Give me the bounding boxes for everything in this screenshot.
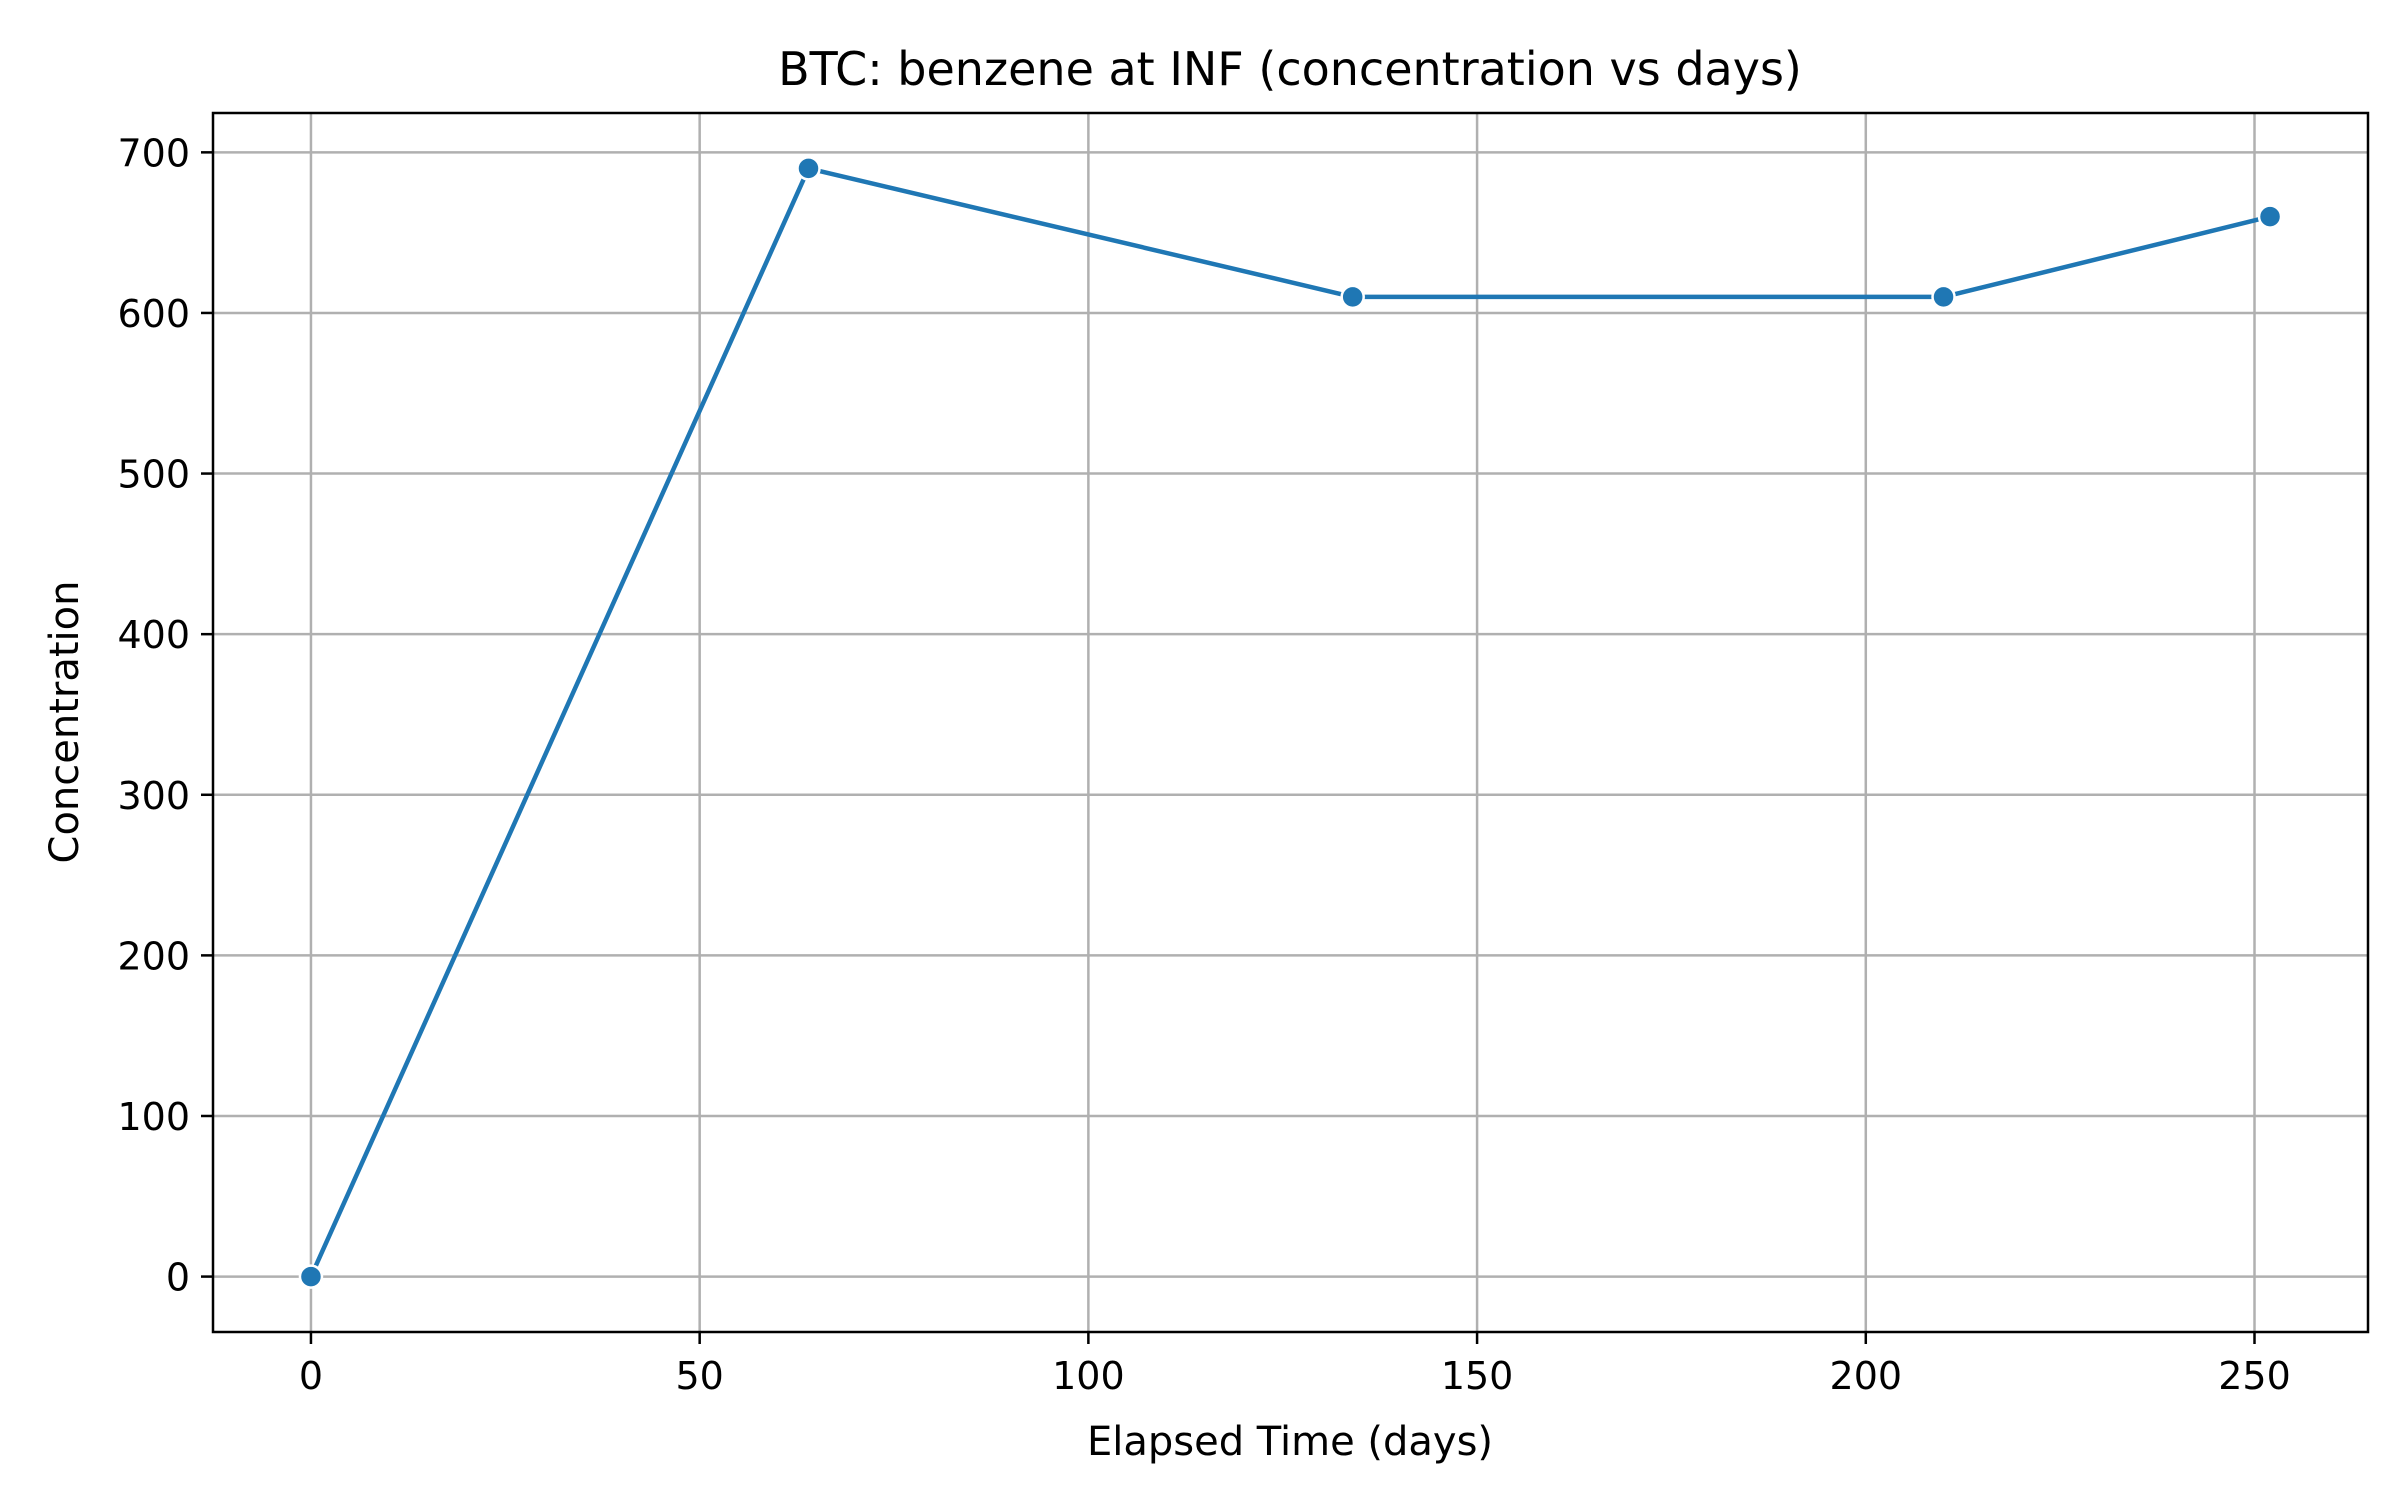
x-tick-label: 150 xyxy=(1441,1354,1514,1398)
grid xyxy=(213,113,2368,1332)
y-tick-label: 400 xyxy=(117,613,190,657)
x-axis-label: Elapsed Time (days) xyxy=(1087,1419,1493,1465)
y-tick-label: 0 xyxy=(166,1256,190,1300)
data-point xyxy=(1340,284,1365,310)
data-point xyxy=(2257,204,2283,229)
y-tick-label: 100 xyxy=(117,1095,190,1139)
x-tick-label: 250 xyxy=(2218,1354,2291,1398)
series-layer xyxy=(298,156,2283,1289)
plot-frame xyxy=(211,111,2370,1334)
data-point xyxy=(298,1264,324,1289)
y-tick-label: 500 xyxy=(117,453,190,497)
y-tick-label: 200 xyxy=(117,934,190,978)
y-axis-label: Concentration xyxy=(42,581,88,864)
data-point xyxy=(1931,284,1956,310)
x-tick-label: 100 xyxy=(1052,1354,1125,1398)
y-tick-label: 600 xyxy=(117,292,190,336)
y-tick-label: 700 xyxy=(117,131,190,175)
data-point xyxy=(796,156,821,181)
x-tick-label: 0 xyxy=(299,1354,323,1398)
axis-ticks: 0 50 100 150 200 250 0 100 200 300 400 500 600 700 xyxy=(117,131,2290,1398)
y-tick-label: 300 xyxy=(117,774,190,818)
x-tick-label: 200 xyxy=(1830,1354,1903,1398)
x-tick-label: 50 xyxy=(675,1354,723,1398)
chart-title: BTC: benzene at INF (concentration vs da… xyxy=(778,42,1802,96)
